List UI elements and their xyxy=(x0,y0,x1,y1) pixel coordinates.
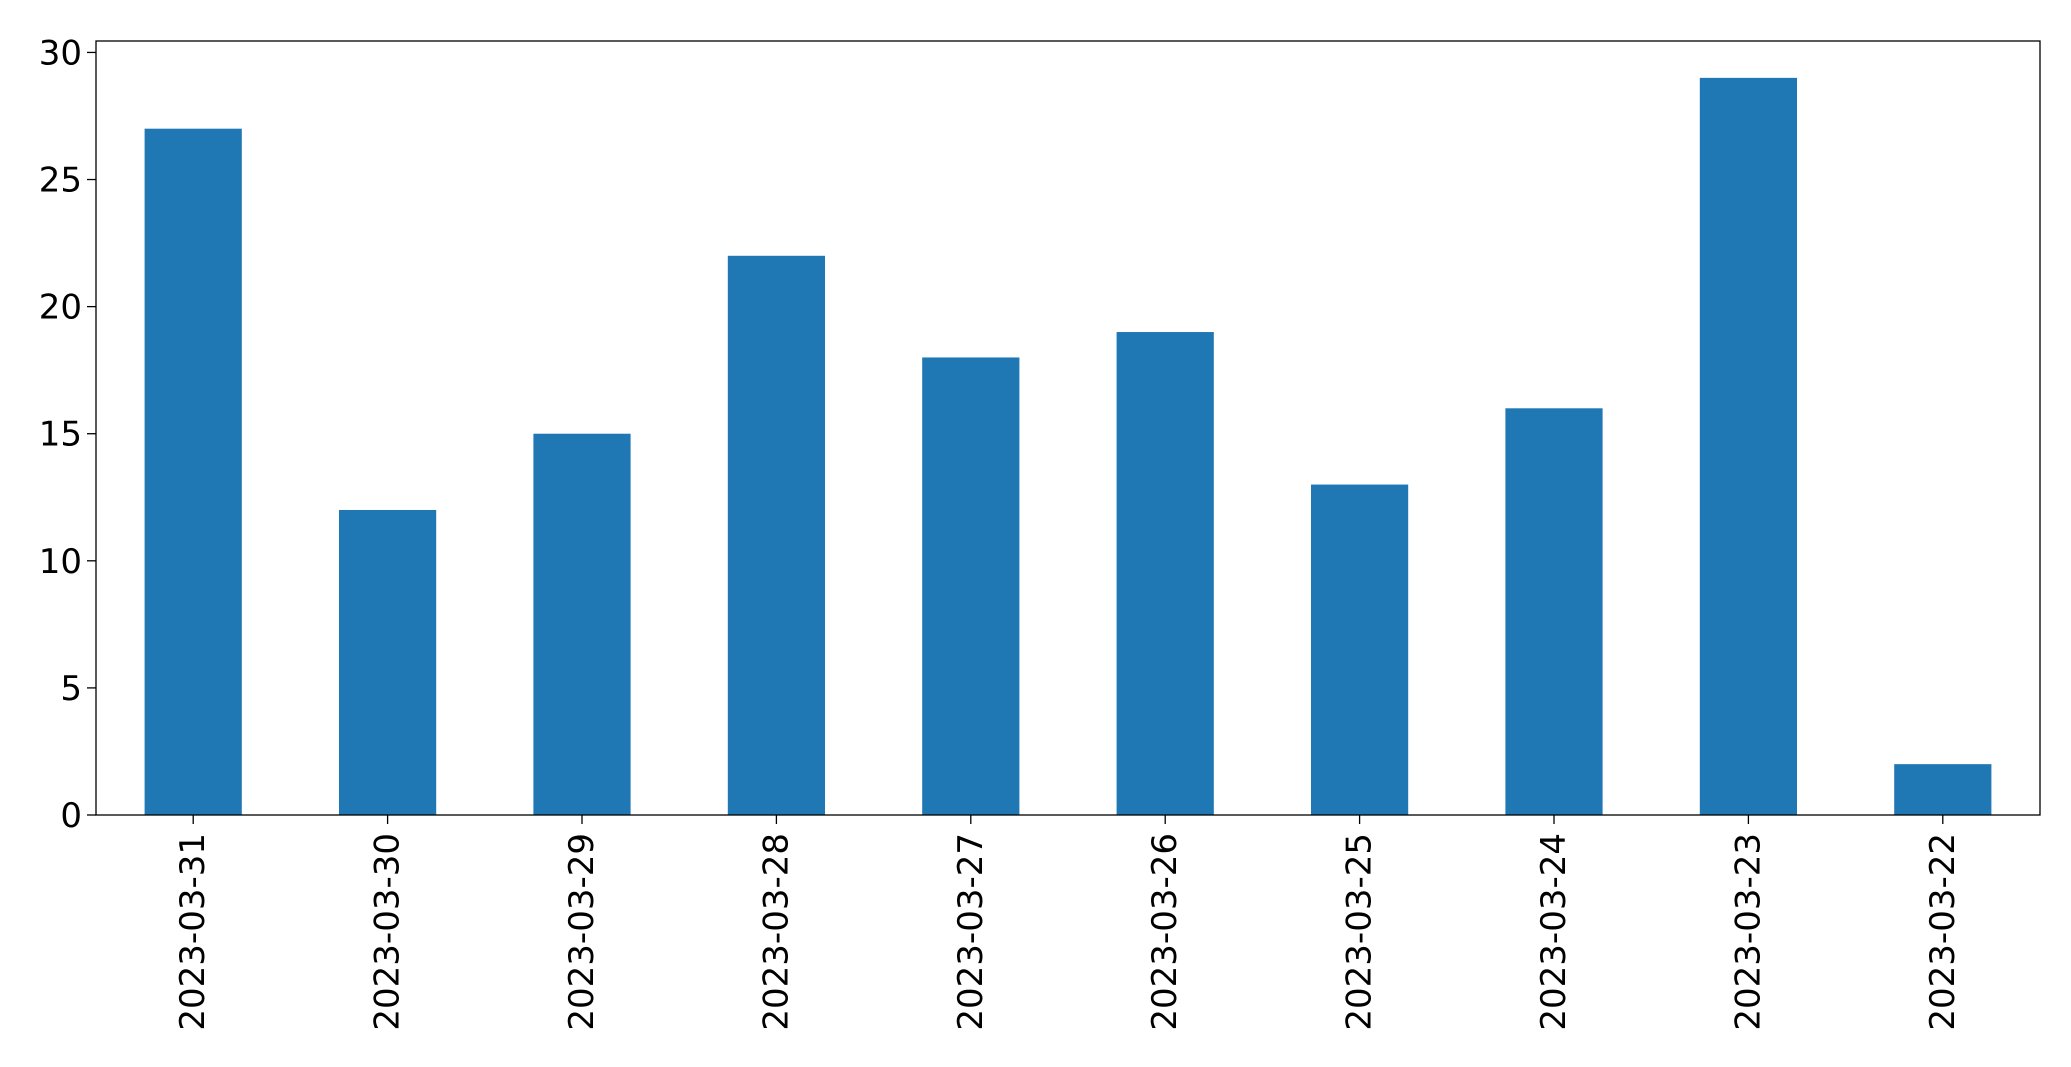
x-tick-label: 2023-03-29 xyxy=(562,833,602,1031)
x-tick-label: 2023-03-24 xyxy=(1534,833,1574,1031)
bar-2023-03-24 xyxy=(1505,408,1603,815)
bar-2023-03-30 xyxy=(339,509,437,815)
bar-2023-03-29 xyxy=(533,433,631,815)
bar-2023-03-25 xyxy=(1311,484,1409,815)
y-tick-label: 25 xyxy=(39,161,82,201)
bar-2023-03-27 xyxy=(922,357,1020,815)
x-tick-label: 2023-03-26 xyxy=(1145,833,1185,1031)
y-tick-label: 30 xyxy=(39,33,82,73)
bars-layer xyxy=(144,77,1992,816)
x-tick-label: 2023-03-28 xyxy=(756,833,796,1031)
x-tick-label: 2023-03-31 xyxy=(173,833,213,1031)
y-tick-label: 10 xyxy=(39,542,82,582)
y-axis: 0 5 10 15 20 25 30 xyxy=(39,33,96,836)
bar-2023-03-22 xyxy=(1894,764,1992,815)
y-tick-label: 5 xyxy=(60,669,82,709)
bar-2023-03-31 xyxy=(144,128,242,815)
y-tick-label: 20 xyxy=(39,288,82,328)
x-tick-label: 2023-03-23 xyxy=(1728,833,1768,1031)
y-tick-label: 0 xyxy=(60,796,82,836)
x-tick-label: 2023-03-27 xyxy=(951,833,991,1031)
plot-frame xyxy=(95,40,2041,816)
x-axis: 2023-03-31 2023-03-30 2023-03-29 2023-03-28… xyxy=(173,815,1963,1031)
x-tick-label: 2023-03-25 xyxy=(1340,833,1380,1031)
x-tick-label: 2023-03-30 xyxy=(368,833,408,1031)
y-tick-label: 15 xyxy=(39,415,82,455)
bar-2023-03-23 xyxy=(1699,77,1797,816)
x-tick-label: 2023-03-22 xyxy=(1923,833,1963,1031)
bar-2023-03-28 xyxy=(727,255,825,815)
bar-2023-03-26 xyxy=(1116,332,1214,815)
